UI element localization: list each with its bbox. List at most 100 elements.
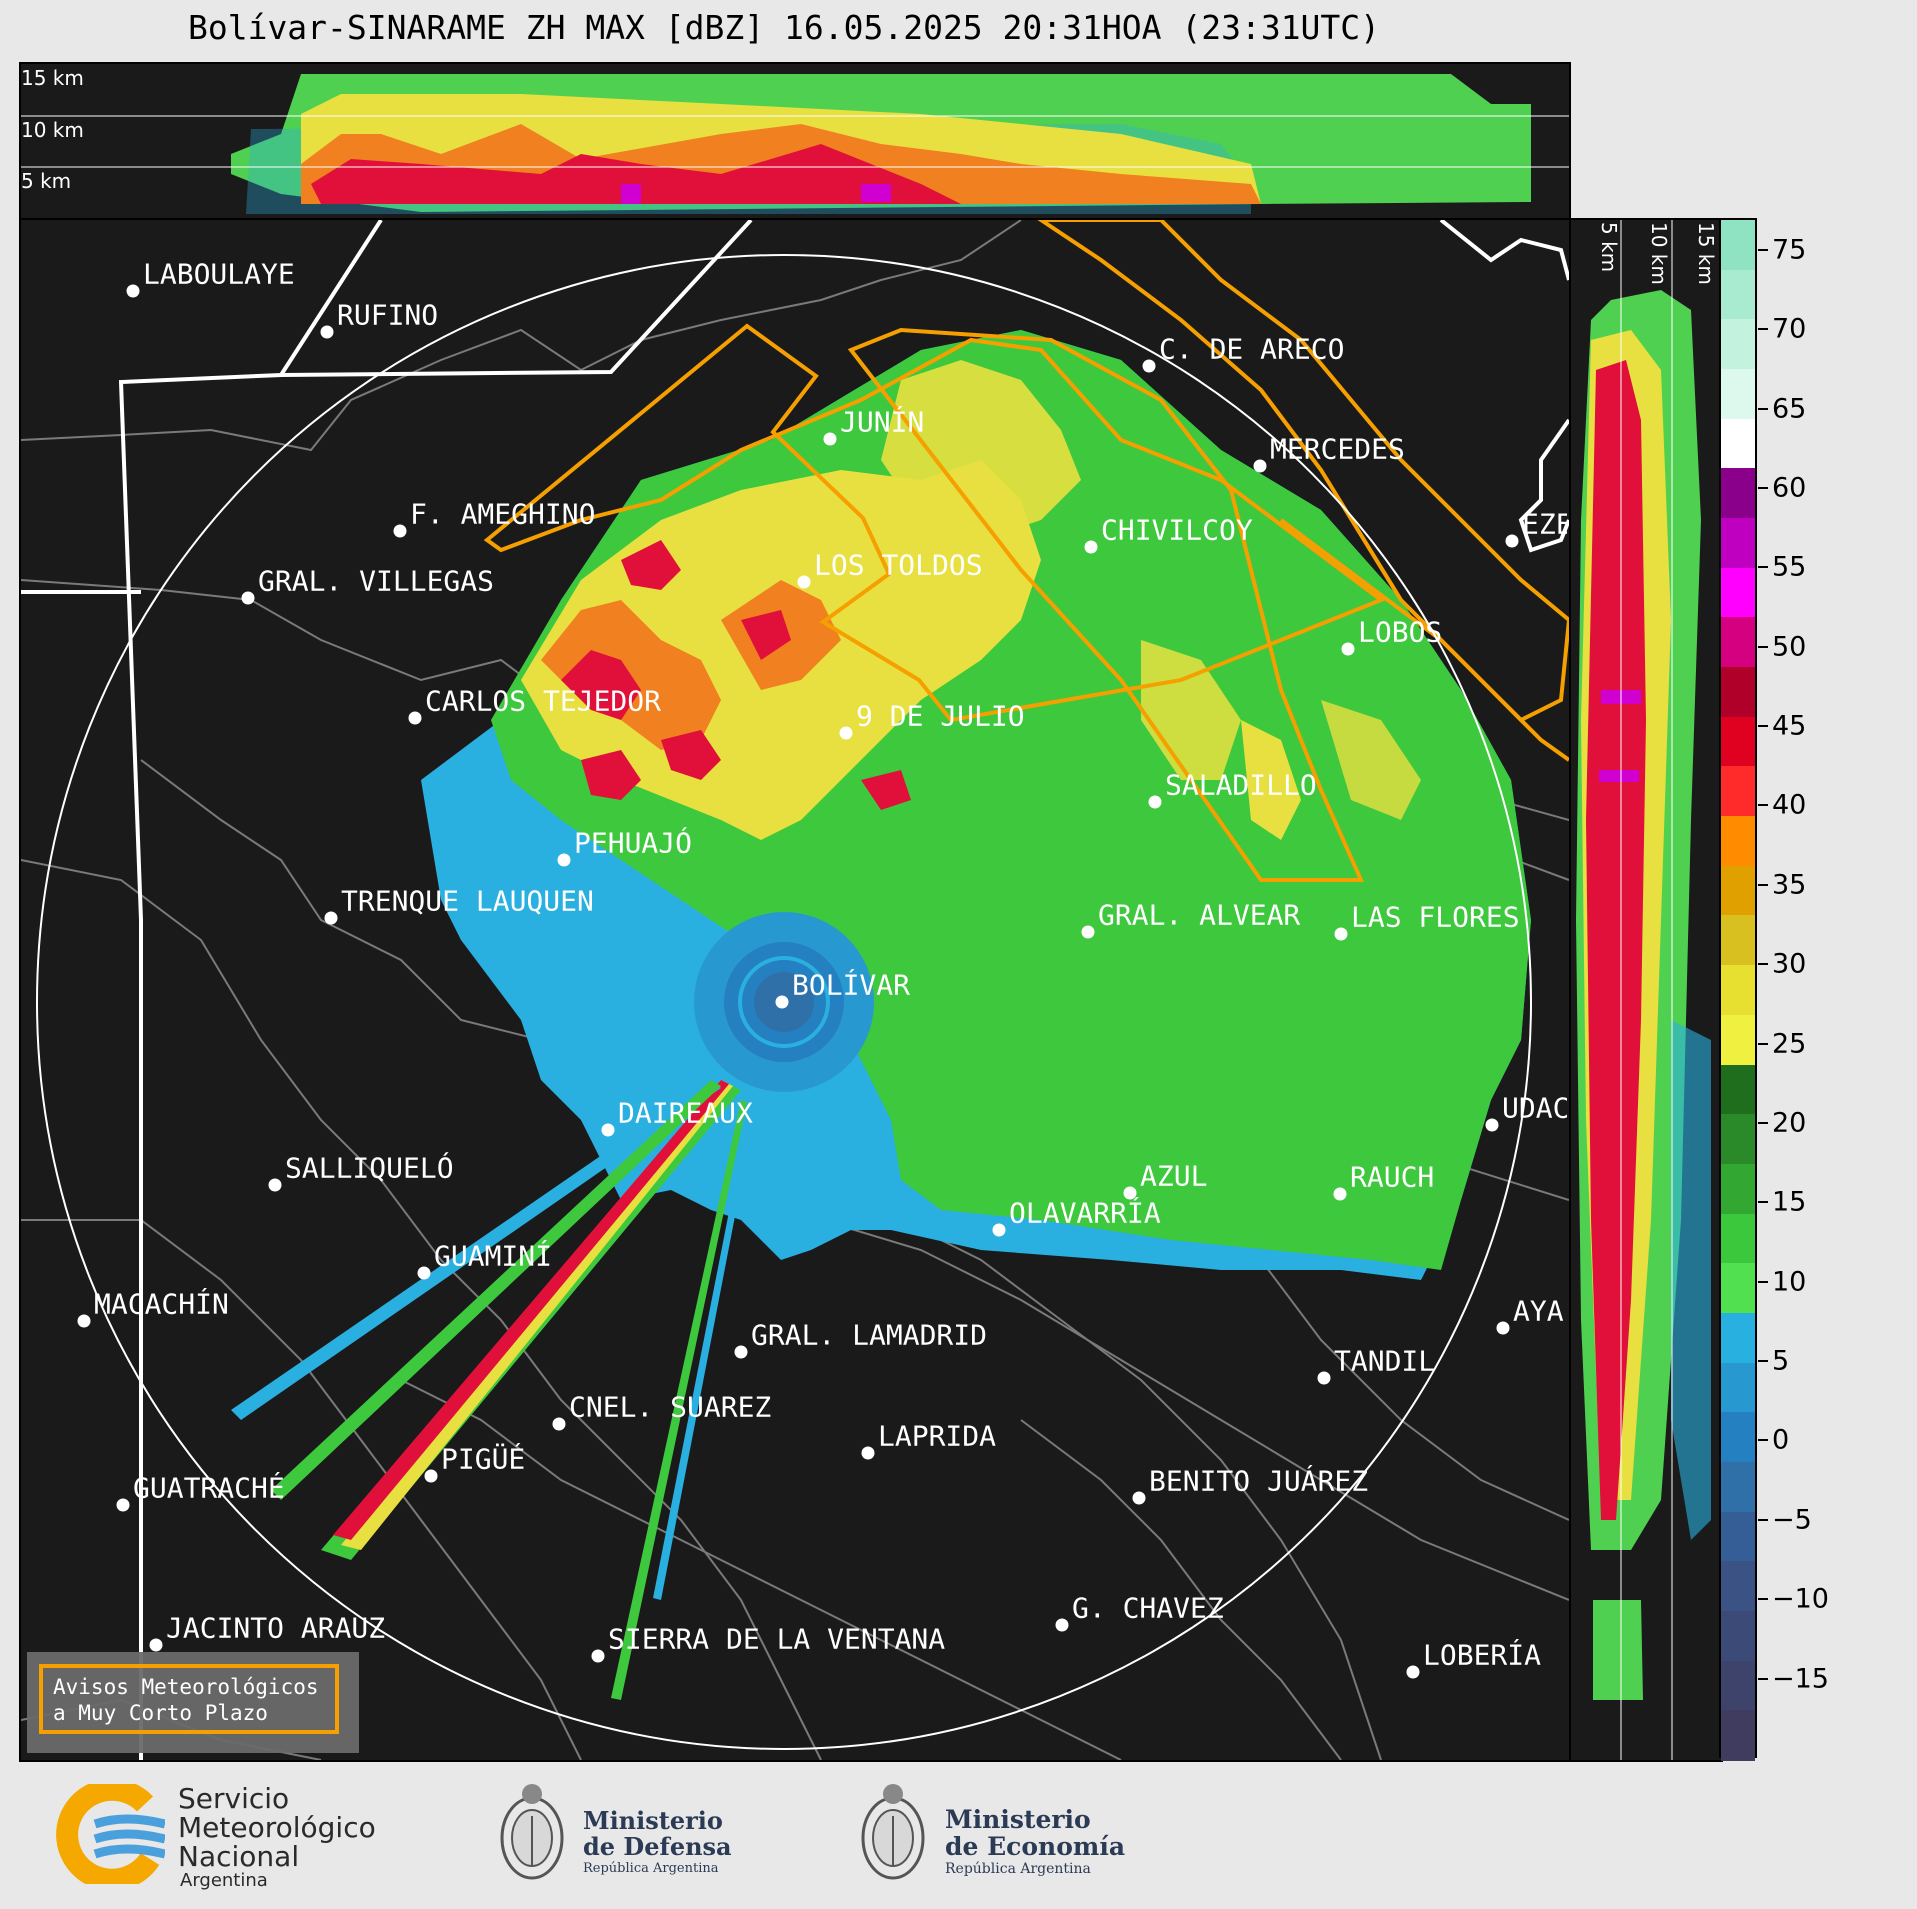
right-cross-section-graphic — [1576, 220, 1711, 1760]
city-label: LAS FLORES — [1351, 900, 1520, 934]
colorbar-tick — [1758, 1439, 1768, 1442]
city-marker — [861, 1446, 875, 1460]
colorbar-tick-label: −15 — [1772, 1663, 1829, 1695]
smn-line2: Meteorológico — [178, 1811, 376, 1844]
defensa-line2: de Defensa — [583, 1832, 732, 1861]
colorbar-tick-label: 55 — [1772, 551, 1807, 583]
city-label: UDAC — [1502, 1091, 1567, 1125]
city-marker — [552, 1417, 566, 1431]
city-marker — [268, 1178, 282, 1192]
city-marker — [393, 524, 407, 538]
colorbar-segment — [1721, 1114, 1755, 1165]
economia-line2: de Economía — [945, 1832, 1126, 1861]
colorbar-segment — [1721, 1511, 1755, 1563]
colorbar-segment — [1721, 418, 1755, 470]
city-marker — [241, 591, 255, 605]
colorbar-segment — [1721, 1362, 1755, 1414]
city-label: TANDIL — [1334, 1344, 1436, 1378]
colorbar-tick-label: 50 — [1772, 631, 1807, 663]
colorbar-segment — [1721, 1710, 1755, 1761]
city-marker — [1406, 1665, 1420, 1679]
city-marker — [1333, 1187, 1347, 1201]
city-label: AYA — [1513, 1294, 1564, 1328]
colorbar-tick — [1758, 407, 1768, 410]
city-label: BOLÍVAR — [792, 968, 911, 1002]
colorbar-segment — [1721, 269, 1755, 321]
city-label: RUFINO — [337, 298, 439, 332]
city-marker — [734, 1345, 748, 1359]
city-label: PIGÜÉ — [441, 1442, 526, 1476]
city-label: GUAMINÍ — [434, 1239, 553, 1273]
city-label: AZUL — [1140, 1159, 1208, 1193]
colorbar-segment — [1721, 816, 1755, 867]
colorbar-tick — [1758, 725, 1768, 728]
city-label: SALADILLO — [1165, 768, 1317, 802]
smn-line3: Nacional — [178, 1840, 300, 1873]
colorbar-segment — [1721, 667, 1755, 718]
colorbar-segment — [1721, 1263, 1755, 1314]
colorbar-segment — [1721, 468, 1755, 520]
city-marker — [1505, 534, 1519, 548]
city-label: LOS TOLDOS — [814, 548, 983, 582]
top-cross-section-panel: 15 km 10 km 5 km — [19, 62, 1571, 220]
colorbar-tick — [1758, 1598, 1768, 1601]
colorbar-tick-label: 20 — [1772, 1107, 1807, 1139]
city-label: OLAVARRÍA — [1009, 1196, 1161, 1230]
colorbar-tick — [1758, 566, 1768, 569]
city-label: BENITO JUÁREZ — [1149, 1464, 1369, 1498]
colorbar-tick-label: −5 — [1772, 1504, 1812, 1536]
colorbar-segment — [1721, 1064, 1755, 1116]
city-label: CARLOS TEJEDOR — [425, 684, 662, 718]
colorbar-segment — [1721, 1412, 1755, 1463]
city-marker — [126, 284, 140, 298]
colorbar-segment — [1721, 1213, 1755, 1265]
city-label: 9 DE JULIO — [856, 699, 1025, 733]
economia-logo-text: Ministerio de Economía República Argenti… — [945, 1806, 1125, 1878]
colorbar-segment — [1721, 319, 1755, 371]
city-marker — [1084, 540, 1098, 554]
warning-legend-box — [27, 1652, 359, 1753]
colorbar-tick — [1758, 804, 1768, 807]
colorbar-segment — [1721, 1660, 1755, 1712]
city-marker — [1148, 795, 1162, 809]
colorbar-tick — [1758, 963, 1768, 966]
right-height-label-15km: 15 km — [1694, 222, 1718, 285]
city-marker — [77, 1314, 91, 1328]
colorbar-tick-label: 5 — [1772, 1345, 1790, 1377]
colorbar-segment — [1721, 716, 1755, 768]
city-marker — [408, 711, 422, 725]
colorbar-segment — [1721, 766, 1755, 818]
city-marker — [557, 853, 571, 867]
page-title: Bolívar-SINARAME ZH MAX [dBZ] 16.05.2025… — [187, 8, 1381, 47]
colorbar-tick — [1758, 1360, 1768, 1363]
city-label: MERCEDES — [1270, 432, 1405, 466]
defensa-logo-text: Ministerio de Defensa República Argentin… — [583, 1808, 732, 1878]
colorbar-tick-label: 15 — [1772, 1186, 1807, 1218]
colorbar-segment — [1721, 1163, 1755, 1215]
colorbar-tick-label: 60 — [1772, 472, 1807, 504]
city-marker — [601, 1123, 615, 1137]
smn-logo-text: Servicio Meteorológico Nacional Argentin… — [178, 1784, 376, 1891]
economia-line1: Ministerio — [945, 1805, 1091, 1834]
city-marker — [1496, 1321, 1510, 1335]
smn-line1: Servicio — [178, 1782, 290, 1815]
city-label: RAUCH — [1350, 1160, 1435, 1194]
city-label: GRAL. VILLEGAS — [258, 564, 495, 598]
colorbar-tick — [1758, 1121, 1768, 1124]
city-label: JACINTO ARAUZ — [166, 1611, 386, 1645]
city-label: GRAL. LAMADRID — [751, 1318, 988, 1352]
colorbar-tick — [1758, 645, 1768, 648]
right-height-label-5km: 5 km — [1597, 222, 1621, 273]
city-label: CHIVILCOY — [1101, 513, 1253, 547]
city-label: LABOULAYE — [143, 257, 295, 291]
city-label: TRENQUE LAUQUEN — [341, 884, 594, 918]
city-label: SALLIQUELÓ — [285, 1151, 454, 1185]
colorbar-segment — [1721, 1461, 1755, 1513]
city-label: CNEL. SUAREZ — [569, 1390, 772, 1424]
colorbar-tick-label: 30 — [1772, 948, 1807, 980]
city-label: G. CHAVEZ — [1072, 1591, 1224, 1625]
city-marker — [424, 1469, 438, 1483]
city-marker — [1341, 642, 1355, 656]
city-marker — [591, 1649, 605, 1663]
colorbar-segment — [1721, 369, 1755, 420]
